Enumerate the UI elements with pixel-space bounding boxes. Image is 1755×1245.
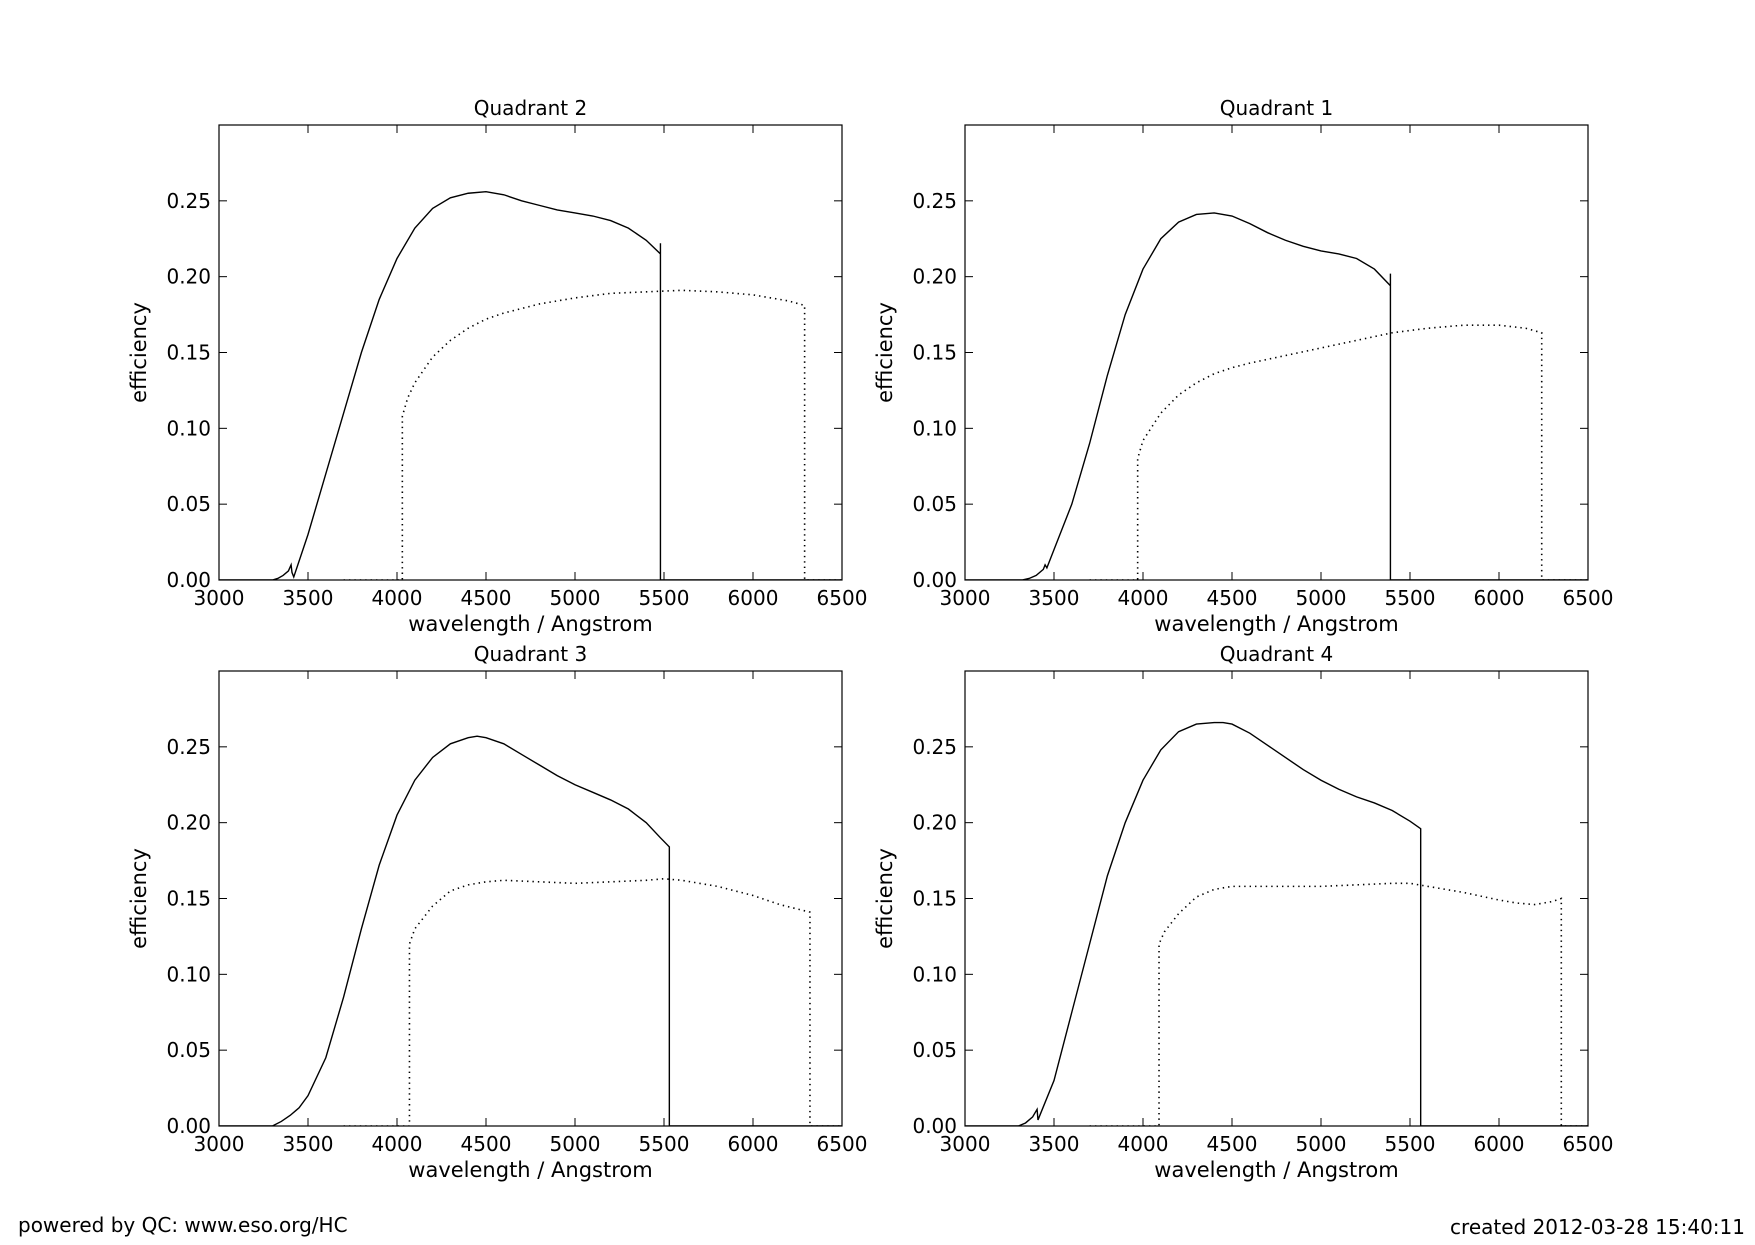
x-tick-label: 4000 xyxy=(372,586,423,610)
chart-title: Quadrant 3 xyxy=(474,642,587,666)
series-line-solid xyxy=(965,212,1588,580)
x-tick-label: 4500 xyxy=(1207,1132,1258,1156)
y-tick-label: 0.05 xyxy=(166,1038,211,1062)
y-tick-label: 0.10 xyxy=(912,416,957,440)
x-tick-label: 3500 xyxy=(283,1132,334,1156)
y-tick-label: 0.15 xyxy=(912,887,957,911)
y-tick-label: 0.10 xyxy=(912,962,957,986)
x-tick-label: 4000 xyxy=(1118,586,1169,610)
x-tick-label: 6500 xyxy=(817,586,868,610)
axes-frame xyxy=(218,124,843,581)
series-line-solid xyxy=(219,735,842,1126)
series-line-dotted xyxy=(343,289,842,580)
footer-created-timestamp: created 2012-03-28 15:40:11 xyxy=(1450,1215,1745,1239)
y-tick-label: 0.25 xyxy=(912,735,957,759)
x-tick-label: 6000 xyxy=(1474,1132,1525,1156)
x-axis-label: wavelength / Angstrom xyxy=(408,1158,652,1182)
x-tick-label: 5500 xyxy=(1385,1132,1436,1156)
x-tick-label: 5500 xyxy=(1385,586,1436,610)
y-tick-label: 0.25 xyxy=(166,189,211,213)
x-tick-label: 3000 xyxy=(194,1132,245,1156)
series-line-dotted xyxy=(1089,882,1588,1126)
x-tick-label: 3500 xyxy=(1029,586,1080,610)
y-tick-label: 0.15 xyxy=(166,341,211,365)
y-tick-label: 0.25 xyxy=(166,735,211,759)
y-tick-label: 0.00 xyxy=(166,1114,211,1138)
y-tick-label: 0.25 xyxy=(912,189,957,213)
y-tick-label: 0.10 xyxy=(166,962,211,986)
chart-panel-2: 3000 3500 4000 4500 5000 5500 6000 6500 0.00 0.05… xyxy=(873,96,1613,636)
series-line-solid xyxy=(965,721,1588,1126)
x-tick-label: 5000 xyxy=(550,1132,601,1156)
y-axis-label: efficiency xyxy=(127,848,151,949)
y-axis-label: efficiency xyxy=(873,302,897,403)
footer-powered-by: powered by QC: www.eso.org/HC xyxy=(18,1213,348,1237)
x-tick-label: 5000 xyxy=(550,586,601,610)
y-tick-label: 0.10 xyxy=(166,416,211,440)
x-tick-label: 6500 xyxy=(817,1132,868,1156)
y-tick-label: 0.00 xyxy=(912,1114,957,1138)
x-axis-label: wavelength / Angstrom xyxy=(1154,612,1398,636)
x-tick-label: 4500 xyxy=(1207,586,1258,610)
x-tick-label: 3000 xyxy=(940,1132,991,1156)
x-tick-label: 3500 xyxy=(1029,1132,1080,1156)
chart-panel-4: 3000 3500 4000 4500 5000 5500 6000 6500 0.00 0.05… xyxy=(873,642,1613,1182)
axes-frame xyxy=(964,124,1589,581)
x-tick-label: 4000 xyxy=(1118,1132,1169,1156)
axes-frame xyxy=(218,670,843,1127)
chart-title: Quadrant 1 xyxy=(1220,96,1333,120)
y-tick-label: 0.20 xyxy=(166,811,211,835)
y-tick-label: 0.15 xyxy=(912,341,957,365)
x-tick-label: 5000 xyxy=(1296,1132,1347,1156)
y-tick-label: 0.05 xyxy=(166,492,211,516)
chart-title: Quadrant 2 xyxy=(474,96,587,120)
x-axis-label: wavelength / Angstrom xyxy=(1154,1158,1398,1182)
chart-panel-3: 3000 3500 4000 4500 5000 5500 6000 6500 0.00 0.05… xyxy=(127,642,867,1182)
y-axis-label: efficiency xyxy=(873,848,897,949)
chart-panel-1: 3000 3500 4000 4500 5000 5500 6000 6500 0.00 0.05… xyxy=(127,96,867,636)
x-tick-label: 3500 xyxy=(283,586,334,610)
y-tick-label: 0.15 xyxy=(166,887,211,911)
y-tick-label: 0.20 xyxy=(912,811,957,835)
series-line-dotted xyxy=(343,877,842,1126)
y-tick-label: 0.20 xyxy=(912,265,957,289)
y-tick-label: 0.05 xyxy=(912,1038,957,1062)
x-tick-label: 6000 xyxy=(1474,586,1525,610)
x-tick-label: 5000 xyxy=(1296,586,1347,610)
x-tick-label: 4500 xyxy=(461,1132,512,1156)
x-tick-label: 6000 xyxy=(728,586,779,610)
x-tick-label: 3000 xyxy=(940,586,991,610)
x-tick-label: 6000 xyxy=(728,1132,779,1156)
chart-title: Quadrant 4 xyxy=(1220,642,1333,666)
y-tick-label: 0.05 xyxy=(912,492,957,516)
y-tick-label: 0.00 xyxy=(912,568,957,592)
x-tick-label: 6500 xyxy=(1563,1132,1614,1156)
x-tick-label: 5500 xyxy=(639,1132,690,1156)
axes-frame xyxy=(964,670,1589,1127)
y-tick-label: 0.20 xyxy=(166,265,211,289)
series-line-dotted xyxy=(1089,324,1588,580)
x-tick-label: 6500 xyxy=(1563,586,1614,610)
x-tick-label: 5500 xyxy=(639,586,690,610)
y-tick-label: 0.00 xyxy=(166,568,211,592)
x-tick-label: 4000 xyxy=(372,1132,423,1156)
series-line-solid xyxy=(219,191,842,580)
x-tick-label: 3000 xyxy=(194,586,245,610)
x-axis-label: wavelength / Angstrom xyxy=(408,612,652,636)
y-axis-label: efficiency xyxy=(127,302,151,403)
x-tick-label: 4500 xyxy=(461,586,512,610)
